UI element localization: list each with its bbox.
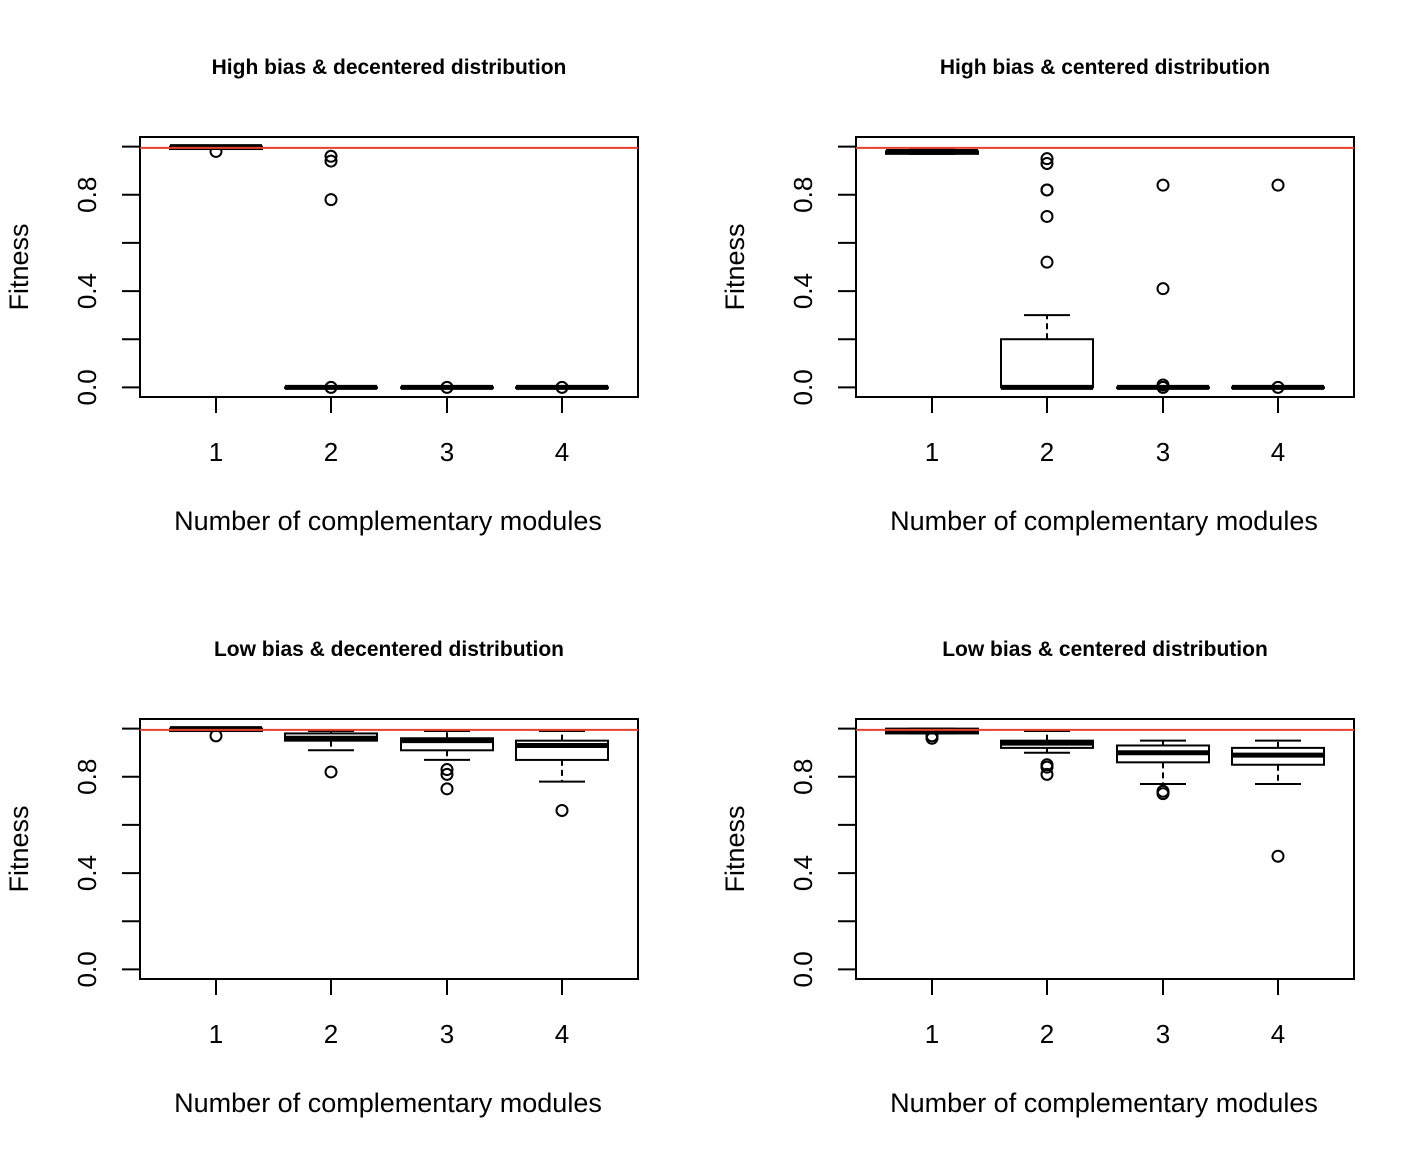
x-tick-label: 3	[1156, 1019, 1170, 1049]
outlier-point	[1040, 156, 1054, 170]
y-axis-title: Fitness	[4, 805, 34, 892]
y-tick-label: 0.8	[788, 177, 818, 213]
panel-title: Low bias & decentered distribution	[214, 638, 564, 661]
y-tick-label: 0.8	[72, 177, 102, 213]
plot-frame	[855, 718, 1355, 980]
panel-title: High bias & decentered distribution	[212, 56, 567, 79]
x-axis-title: Number of complementary modules	[890, 506, 1318, 536]
y-tick-label: 0.4	[72, 273, 102, 309]
outlier-point	[555, 380, 569, 394]
outlier-point	[324, 149, 338, 163]
box-category-4	[1231, 739, 1325, 863]
box-category-4	[515, 730, 609, 817]
box-category-1	[885, 148, 979, 155]
box-category-2	[1000, 730, 1094, 781]
outlier-point	[1040, 209, 1054, 223]
y-tick-label: 0.4	[788, 273, 818, 309]
x-tick-label: 1	[925, 437, 939, 467]
plot-frame	[139, 136, 639, 398]
y-axis-title: Fitness	[4, 223, 34, 310]
x-tick-label: 2	[324, 1019, 338, 1049]
y-tick-label: 0.0	[788, 951, 818, 987]
outlier-point	[925, 731, 939, 745]
chart-panel-1: High bias & decentered distribution 0.0 0.…	[4, 56, 639, 536]
outlier-point	[324, 765, 338, 779]
chart-panel-2: High bias & centered distribution 0.0 0.4 0…	[720, 56, 1355, 536]
box-category-4	[515, 380, 609, 394]
chart-panel-3: Low bias & decentered distribution 0.0 0.4…	[4, 638, 639, 1118]
y-tick-label: 0.8	[788, 759, 818, 795]
chart-panel-4: Low bias & centered distribution 0.0 0.4 0.…	[720, 638, 1355, 1118]
plot-frame	[139, 718, 639, 980]
outlier-point	[1156, 178, 1170, 192]
outlier-point	[1156, 380, 1170, 394]
x-tick-label: 2	[1040, 437, 1054, 467]
y-tick-label: 0.8	[72, 759, 102, 795]
y-tick-label: 0.0	[72, 951, 102, 987]
x-tick-label: 4	[555, 437, 569, 467]
outlier-point	[324, 193, 338, 207]
outlier-point	[440, 767, 454, 781]
x-tick-label: 2	[324, 437, 338, 467]
x-tick-label: 1	[209, 1019, 223, 1049]
x-tick-label: 3	[440, 1019, 454, 1049]
y-tick-label: 0.4	[72, 855, 102, 891]
x-tick-label: 3	[1156, 437, 1170, 467]
outlier-point	[440, 380, 454, 394]
outlier-point	[324, 154, 338, 168]
panel-title: High bias & centered distribution	[940, 56, 1270, 79]
x-tick-label: 1	[209, 437, 223, 467]
x-tick-label: 4	[1271, 437, 1285, 467]
box-category-3	[400, 730, 494, 796]
box-category-2	[284, 149, 378, 394]
y-tick-label: 0.4	[788, 855, 818, 891]
outlier-point	[1271, 178, 1285, 192]
outlier-point	[1156, 282, 1170, 296]
plot-frame	[855, 136, 1355, 398]
x-tick-label: 2	[1040, 1019, 1054, 1049]
x-tick-label: 4	[555, 1019, 569, 1049]
y-axis-title: Fitness	[720, 223, 750, 310]
box-category-3	[400, 380, 494, 394]
y-axis-title: Fitness	[720, 805, 750, 892]
outlier-point	[324, 380, 338, 394]
outlier-point	[1040, 760, 1054, 774]
x-axis-title: Number of complementary modules	[174, 1088, 602, 1118]
x-axis-title: Number of complementary modules	[890, 1088, 1318, 1118]
box-category-2	[284, 730, 378, 779]
outlier-point	[440, 763, 454, 777]
y-tick-label: 0.0	[788, 369, 818, 405]
outlier-point	[555, 803, 569, 817]
outlier-point	[1040, 183, 1054, 197]
outlier-point	[440, 782, 454, 796]
box-category-4	[1231, 178, 1325, 394]
outlier-point	[1271, 849, 1285, 863]
outlier-point	[1040, 767, 1054, 781]
box-iqr	[1000, 338, 1094, 389]
x-tick-label: 1	[925, 1019, 939, 1049]
x-tick-label: 4	[1271, 1019, 1285, 1049]
y-tick-label: 0.0	[72, 369, 102, 405]
x-tick-label: 3	[440, 437, 454, 467]
outlier-point	[1040, 152, 1054, 166]
box-category-3	[1116, 739, 1210, 801]
outlier-point	[1040, 255, 1054, 269]
box-category-1	[885, 727, 979, 745]
box-category-3	[1116, 178, 1210, 394]
outlier-point	[1156, 787, 1170, 801]
outlier-point	[1271, 380, 1285, 394]
outlier-point	[209, 144, 223, 158]
box-category-2	[1000, 152, 1094, 390]
x-axis-title: Number of complementary modules	[174, 506, 602, 536]
panel-title: Low bias & centered distribution	[942, 638, 1268, 661]
